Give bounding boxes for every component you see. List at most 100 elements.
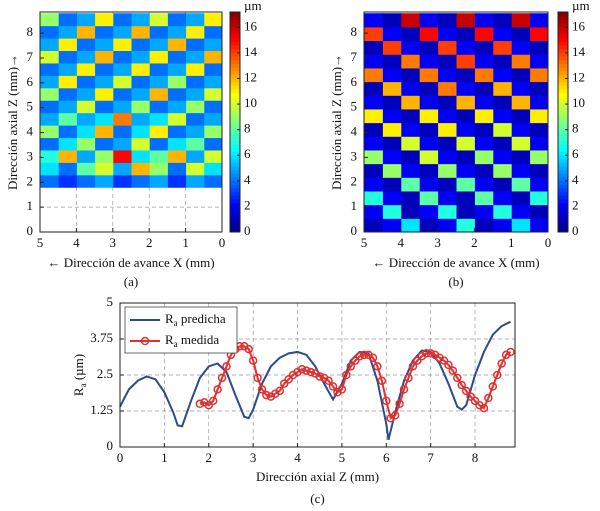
heat-cell (167, 174, 187, 188)
heat-cell (203, 125, 223, 139)
data-point (470, 396, 480, 406)
colorbar-tick-label: 12 (244, 69, 257, 84)
colorbar-step (558, 15, 568, 20)
heat-cell (58, 100, 77, 114)
heat-cell (76, 149, 96, 163)
colorbar-tick-label: 6 (244, 146, 251, 161)
colorbar-tick-label: 8 (572, 121, 579, 136)
heat-cell (437, 122, 457, 137)
heat-cell (400, 81, 420, 96)
panel-caption: (a) (124, 274, 138, 289)
colorbar-step (558, 52, 568, 57)
colorbar-step (230, 221, 240, 226)
heat-cell (167, 13, 187, 27)
colorbar-step (558, 151, 568, 156)
heat-cell (94, 87, 114, 101)
heat-cell (474, 54, 494, 69)
heat-cell (203, 62, 223, 76)
heat-cell (58, 75, 77, 89)
colorbar-step (558, 180, 568, 185)
colorbar-step (230, 169, 240, 174)
heat-cell (112, 125, 132, 139)
heat-cell (203, 162, 223, 176)
heat-cell (511, 190, 531, 206)
heat-cell (419, 190, 439, 206)
heat-cell (149, 25, 168, 39)
heat-cell (529, 67, 549, 83)
heat-cell (149, 87, 168, 101)
colorbar-step (558, 221, 568, 226)
colorbar-step (558, 147, 568, 152)
colorbar-step (230, 111, 240, 116)
heat-cell (456, 13, 475, 28)
colorbar-step (558, 63, 568, 68)
colorbar-step (558, 158, 568, 163)
heat-cell (529, 190, 549, 206)
heat-cell (529, 122, 549, 137)
series-line (119, 320, 511, 441)
colorbar-step (558, 67, 568, 72)
heat-cell (149, 13, 168, 27)
heat-cell (76, 137, 96, 151)
x-tick-label: 3 (250, 450, 257, 465)
colorbar-step (230, 78, 240, 83)
heat-cell (419, 149, 439, 165)
heat-cell (511, 54, 531, 69)
heat-cell (492, 190, 512, 206)
legend-box (124, 306, 238, 354)
heat-cell (382, 218, 402, 233)
x-axis-label: ← Dirección de avance X (mm) (372, 255, 539, 270)
colorbar-tick-label: 14 (244, 44, 258, 59)
heat-cell (58, 174, 77, 188)
legend-marker (140, 336, 150, 346)
colorbar-step (230, 202, 240, 207)
colorbar-step (558, 133, 568, 138)
y-tick-label: 7 (27, 49, 34, 64)
heat-cell (167, 137, 187, 151)
heat-cell (185, 62, 205, 76)
colorbar-step (230, 92, 240, 97)
heat-cell (437, 108, 457, 124)
heat-cell (400, 67, 420, 83)
heat-cell (167, 112, 187, 126)
colorbar-tick-label: 16 (244, 18, 258, 33)
heat-cell (400, 218, 420, 233)
data-point (461, 386, 471, 396)
data-point (453, 373, 462, 383)
heat-cell (419, 122, 439, 137)
heat-cell (511, 177, 531, 192)
data-point (404, 373, 413, 383)
colorbar-step (558, 125, 568, 130)
colorbar-tick-label: 16 (572, 18, 586, 33)
heat-cell (456, 190, 475, 206)
heat-cell (112, 100, 132, 114)
heat-cell (492, 218, 512, 233)
colorbar-step (230, 85, 240, 90)
heat-cell (58, 50, 77, 64)
heat-cell (382, 149, 402, 165)
heat-cell (167, 38, 187, 52)
heat-cell (437, 40, 457, 55)
heat-cell (492, 108, 512, 124)
heat-cell (149, 149, 168, 163)
heat-cell (364, 40, 383, 55)
heat-cell (382, 204, 402, 219)
heat-cell (529, 149, 549, 165)
colorbar-step (230, 63, 240, 68)
heat-cell (492, 122, 512, 137)
colorbar-step (230, 89, 240, 94)
heat-cell (167, 162, 187, 176)
x-axis-label: Dirección axial Z (mm) (256, 469, 379, 484)
heat-cell (511, 40, 531, 55)
heat-cell (382, 95, 402, 110)
colorbar-step (558, 191, 568, 196)
colorbar-step (558, 59, 568, 64)
heat-cell (94, 75, 114, 89)
data-point (390, 411, 400, 420)
colorbar-step (230, 199, 240, 204)
heat-cell (419, 81, 439, 96)
x-tick-label: 1 (508, 235, 515, 250)
heat-cell (94, 162, 114, 176)
heat-cell (58, 25, 77, 39)
colorbar-step (230, 59, 240, 64)
